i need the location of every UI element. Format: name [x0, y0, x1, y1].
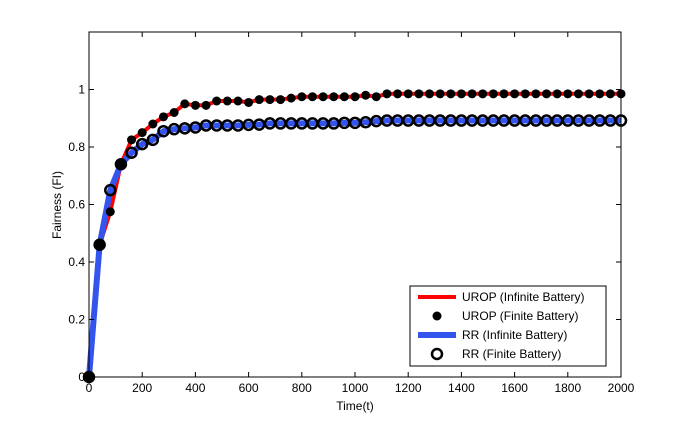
x-tick-label: 0	[86, 381, 93, 395]
data-point-urop-finite	[318, 92, 328, 102]
y-tick-label: 0.6	[68, 198, 85, 212]
data-point-urop-finite	[276, 95, 286, 105]
series-line-rr-infinite	[86, 117, 621, 378]
data-point-urop-finite	[467, 89, 477, 99]
y-tick-label: 1	[78, 83, 85, 97]
x-tick-label: 800	[292, 381, 312, 395]
data-point-urop-finite	[403, 89, 413, 99]
legend-entry-urop-infinite: UROP (Infinite Battery)	[418, 290, 584, 304]
data-point-urop-finite	[286, 93, 296, 103]
y-tick-label: 0.8	[68, 140, 85, 154]
y-axis-label: Fairness (FI)	[50, 171, 64, 239]
y-tick-label: 0.2	[68, 313, 85, 327]
data-point-urop-finite	[424, 89, 434, 99]
data-point-urop-finite	[265, 95, 275, 105]
x-axis-label: Time(t)	[336, 399, 374, 413]
data-point-urop-finite	[510, 89, 520, 99]
data-point-urop-finite	[297, 92, 307, 102]
data-point-urop-finite	[435, 89, 445, 99]
data-point-urop-finite	[371, 92, 381, 102]
data-point-urop-finite	[488, 89, 498, 99]
data-point-rr-finite	[114, 158, 128, 171]
data-point-urop-finite	[148, 119, 158, 129]
data-point-urop-finite	[339, 92, 349, 102]
data-point-urop-finite	[137, 128, 147, 138]
x-tick-label: 1400	[448, 381, 475, 395]
data-point-urop-finite	[382, 89, 392, 99]
data-point-urop-finite	[190, 100, 200, 110]
x-tick-label: 400	[185, 381, 205, 395]
data-point-urop-finite	[414, 89, 424, 99]
data-point-urop-finite	[595, 89, 605, 99]
legend: UROP (Infinite Battery) UROP (Finite Bat…	[409, 285, 607, 367]
x-tick-label: 600	[239, 381, 259, 395]
data-point-urop-finite	[605, 89, 615, 99]
x-tick-label: 200	[132, 381, 152, 395]
data-point-urop-finite	[552, 89, 562, 99]
data-point-urop-finite	[169, 108, 179, 117]
data-point-urop-finite	[105, 207, 115, 217]
legend-label: RR (Finite Battery)	[462, 347, 561, 361]
legend-swatch-filled-dot	[432, 311, 442, 321]
data-point-rr-finite	[93, 238, 106, 251]
x-tick-label: 2000	[608, 381, 635, 395]
data-point-urop-finite	[520, 89, 530, 99]
data-point-urop-finite	[350, 92, 360, 102]
data-point-rr-finite	[125, 146, 138, 159]
legend-entry-rr-finite: RR (Finite Battery)	[430, 347, 561, 361]
data-point-urop-finite	[456, 89, 466, 99]
data-point-rr-finite	[146, 133, 160, 147]
data-point-rr-finite	[104, 183, 117, 197]
data-point-urop-finite	[222, 96, 232, 106]
data-point-urop-finite	[233, 96, 243, 106]
x-tick-label: 1200	[395, 381, 422, 395]
x-tick-label: 1600	[501, 381, 528, 395]
y-tick-label: 0.4	[68, 255, 85, 269]
data-point-urop-finite	[584, 89, 594, 99]
data-point-urop-finite	[180, 99, 190, 109]
data-point-urop-finite	[95, 240, 105, 250]
data-point-urop-finite	[563, 89, 573, 99]
data-point-urop-finite	[531, 89, 541, 99]
data-point-urop-finite	[254, 95, 264, 105]
data-point-urop-finite	[542, 89, 552, 99]
data-point-urop-finite	[201, 100, 211, 110]
y-axis-ticks: 0 0.2 0.4 0.6 0.8 1	[68, 83, 621, 384]
series-layer	[82, 89, 628, 384]
x-tick-label: 1800	[554, 381, 581, 395]
data-point-urop-finite	[212, 96, 222, 106]
data-point-urop-finite	[499, 89, 509, 99]
data-point-rr-finite	[135, 137, 149, 151]
legend-label: RR (Infinite Battery)	[462, 328, 567, 342]
data-point-urop-finite	[361, 90, 371, 100]
data-point-urop-finite	[307, 92, 317, 102]
legend-label: UROP (Finite Battery)	[462, 309, 578, 323]
legend-label: UROP (Infinite Battery)	[462, 290, 584, 304]
data-point-urop-finite	[244, 97, 254, 107]
legend-entry-urop-finite: UROP (Finite Battery)	[432, 309, 578, 323]
legend-swatch-open-circle	[430, 347, 444, 361]
y-tick-label: 0	[78, 370, 85, 384]
data-point-urop-finite	[478, 89, 488, 99]
data-point-urop-finite	[393, 89, 403, 99]
legend-entry-rr-infinite: RR (Infinite Battery)	[418, 328, 567, 342]
x-axis-ticks: 0 200 400 600 800 1000 1200 1400 1600 1800 2000	[86, 32, 635, 395]
data-point-urop-finite	[158, 112, 168, 122]
data-point-urop-finite	[127, 135, 137, 145]
data-point-urop-finite	[329, 92, 339, 102]
data-point-urop-finite	[446, 89, 456, 99]
data-point-urop-finite	[116, 159, 126, 169]
data-point-urop-finite	[573, 89, 583, 99]
x-tick-label: 1000	[342, 381, 369, 395]
